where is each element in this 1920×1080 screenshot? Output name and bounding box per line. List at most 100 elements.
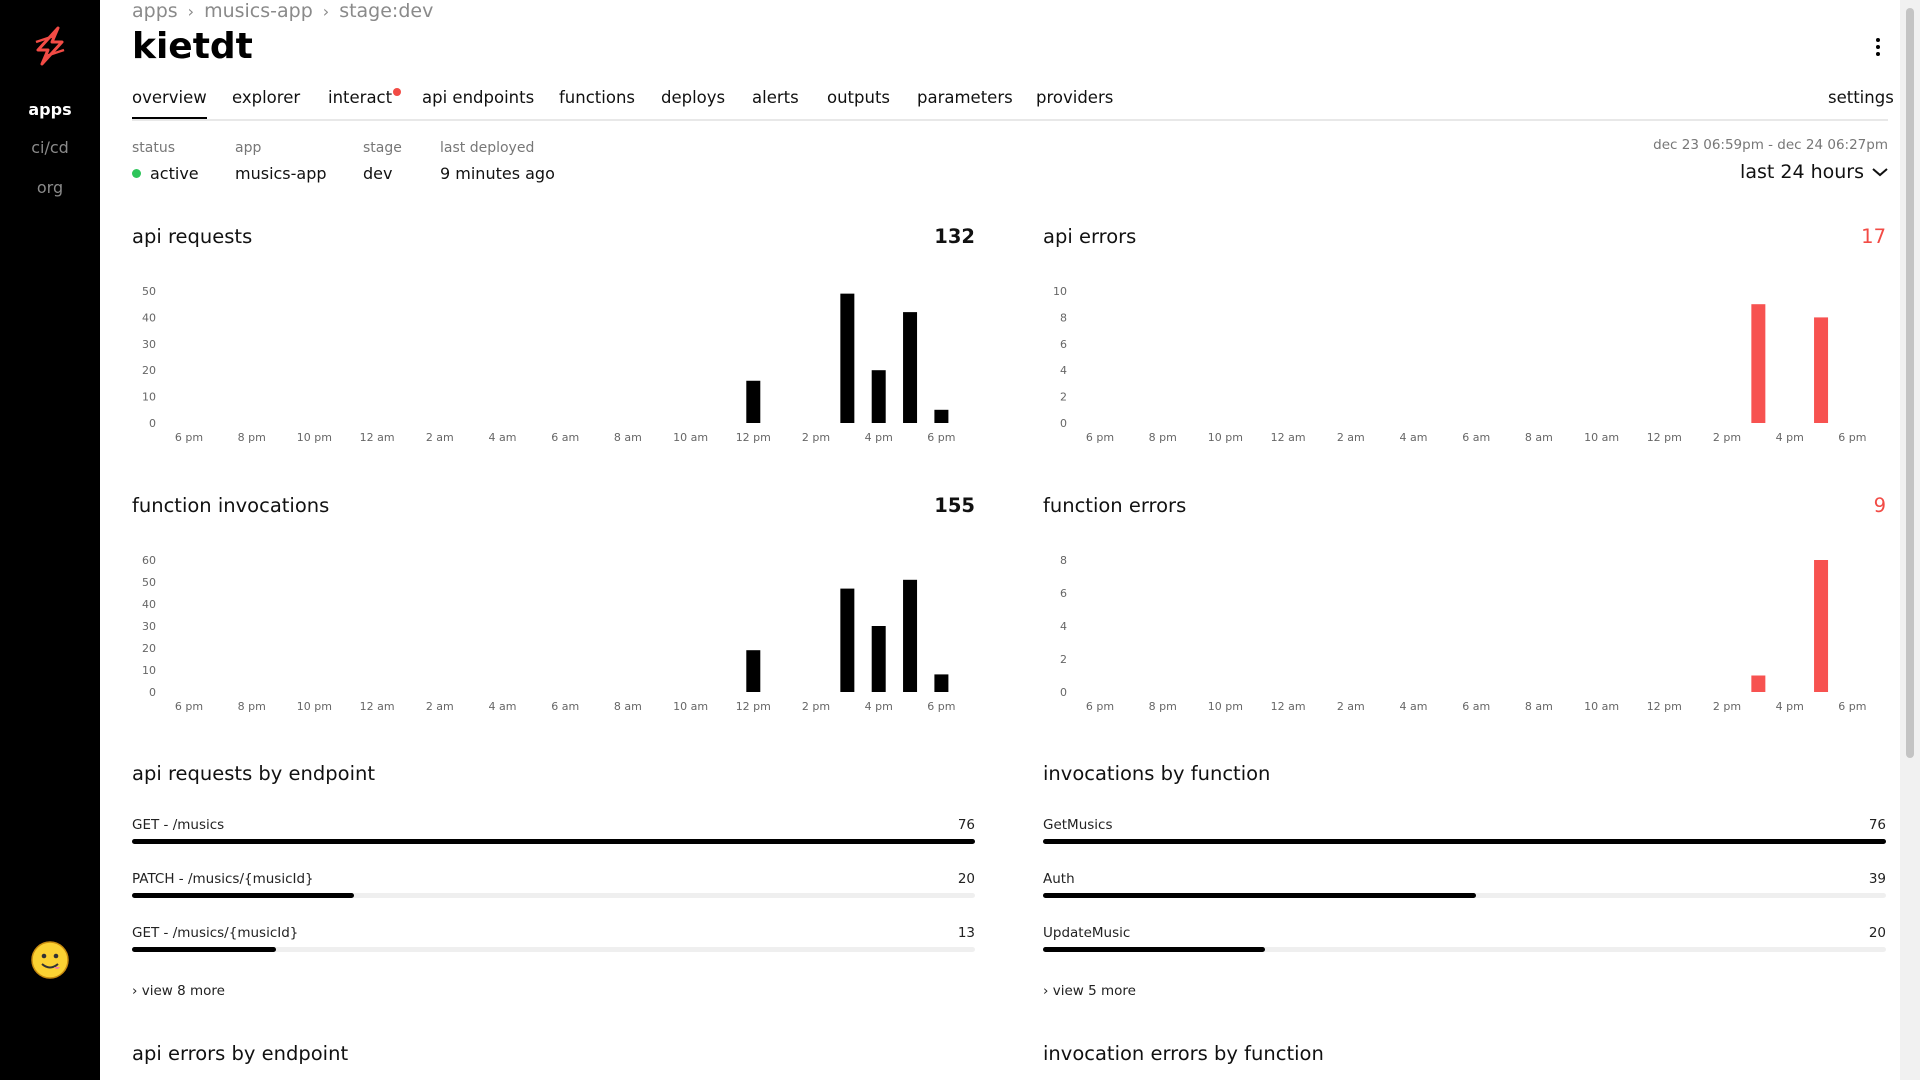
lightning-bolt-icon[interactable] — [28, 24, 72, 68]
x-tick-label: 8 am — [1525, 700, 1553, 713]
x-tick-label: 10 am — [1584, 431, 1619, 444]
chart-bar[interactable] — [1814, 560, 1829, 692]
list-item[interactable]: GET - /musics/{musicId} 13 — [132, 925, 975, 965]
chevron-down-icon — [1872, 168, 1888, 177]
api-errors-by-endpoint-title: api errors by endpoint — [132, 1042, 349, 1065]
list-item[interactable]: GetMusics 76 — [1043, 817, 1886, 857]
chart-bar[interactable] — [1751, 675, 1766, 693]
sidebar: apps ci/cd org — [0, 0, 100, 1080]
x-tick-label: 6 am — [551, 431, 579, 444]
chart-bar[interactable] — [871, 626, 886, 692]
x-tick-label: 4 pm — [865, 431, 893, 444]
tab-overview[interactable]: overview — [132, 88, 207, 120]
row-value: 76 — [957, 817, 975, 833]
y-tick-label: 10 — [1053, 285, 1067, 298]
tab-bar: overview explorer interact api endpoints… — [132, 88, 1894, 120]
row-bar-track — [1043, 947, 1886, 952]
x-tick-label: 6 am — [551, 700, 579, 713]
chart-bar[interactable] — [746, 380, 761, 423]
list-item[interactable]: PATCH - /musics/{musicId} 20 — [132, 871, 975, 911]
panel-total: 132 — [934, 225, 975, 248]
y-tick-label: 40 — [142, 311, 156, 324]
page-title: kietdt — [132, 26, 253, 67]
y-tick-label: 30 — [142, 338, 156, 351]
time-range-select[interactable]: last 24 hours — [1740, 161, 1888, 183]
x-tick-label: 6 pm — [1838, 700, 1866, 713]
x-tick-label: 8 am — [614, 431, 642, 444]
chart-bar[interactable] — [746, 650, 761, 692]
x-tick-label: 4 pm — [1776, 700, 1804, 713]
chart-bar[interactable] — [903, 312, 918, 423]
x-tick-label: 2 am — [426, 431, 454, 444]
function-errors-chart: 0 2 4 6 8 6 pm 8 pm 10 pm 12 am 2 am 4 am 6 am 8 am 1… — [1060, 554, 1867, 713]
panel-total: 9 — [1873, 494, 1886, 517]
row-label: GET - /musics/{musicId} — [132, 925, 299, 941]
row-value: 39 — [1868, 871, 1886, 887]
row-label: GET - /musics — [132, 817, 225, 833]
chart-bar[interactable] — [1751, 304, 1766, 423]
view-more-link[interactable]: › view 8 more — [132, 983, 225, 999]
x-tick-label: 4 pm — [865, 700, 893, 713]
row-bar-track — [1043, 893, 1886, 898]
scrollbar[interactable] — [1900, 0, 1920, 1080]
chart-bar[interactable] — [934, 409, 949, 423]
more-options-icon[interactable] — [1870, 38, 1886, 62]
tab-parameters[interactable]: parameters — [917, 88, 1013, 107]
list-item[interactable]: UpdateMusic 20 — [1043, 925, 1886, 965]
sidebar-item-apps[interactable]: apps — [28, 100, 72, 119]
y-tick-label: 50 — [142, 576, 156, 589]
chevron-right-icon: › — [187, 1, 195, 21]
x-tick-label: 6 pm — [1838, 431, 1866, 444]
tab-interact[interactable]: interact — [328, 88, 402, 120]
tab-deploys[interactable]: deploys — [661, 88, 726, 107]
breadcrumb: apps › musics-app › stage:dev — [132, 0, 433, 22]
view-more-link[interactable]: › view 5 more — [1043, 983, 1136, 999]
x-tick-label: 10 am — [673, 700, 708, 713]
x-tick-label: 8 pm — [238, 700, 266, 713]
y-tick-label: 6 — [1060, 587, 1067, 600]
row-bar-fill — [132, 839, 975, 844]
smiley-avatar-icon[interactable] — [30, 940, 70, 980]
chart-bar[interactable] — [934, 674, 949, 692]
x-tick-label: 10 am — [673, 431, 708, 444]
tab-functions[interactable]: functions — [559, 88, 635, 107]
x-tick-label: 4 am — [489, 431, 517, 444]
chart-bar[interactable] — [903, 579, 918, 692]
breadcrumb-stage[interactable]: stage:dev — [339, 0, 434, 22]
chart-bar[interactable] — [871, 370, 886, 423]
x-tick-label: 8 pm — [238, 431, 266, 444]
scrollbar-thumb[interactable] — [1906, 8, 1914, 758]
sidebar-item-cicd[interactable]: ci/cd — [31, 138, 69, 157]
row-label: GetMusics — [1043, 817, 1113, 833]
y-tick-label: 60 — [142, 554, 156, 567]
list-item[interactable]: Auth 39 — [1043, 871, 1886, 911]
y-tick-label: 4 — [1060, 364, 1067, 377]
x-tick-label: 12 pm — [1647, 431, 1682, 444]
tab-settings[interactable]: settings — [1828, 88, 1894, 107]
tab-providers[interactable]: providers — [1036, 88, 1114, 107]
x-tick-label: 2 pm — [802, 700, 830, 713]
chevron-right-icon: › — [322, 1, 330, 21]
x-tick-label: 6 pm — [1086, 431, 1114, 444]
chart-bar[interactable] — [840, 588, 855, 692]
tab-explorer[interactable]: explorer — [232, 88, 301, 107]
list-item[interactable]: GET - /musics 76 — [132, 817, 975, 857]
x-tick-label: 6 am — [1462, 431, 1490, 444]
row-bar-fill — [1043, 947, 1265, 952]
y-tick-label: 2 — [1060, 391, 1067, 404]
x-tick-label: 10 am — [1584, 700, 1619, 713]
status-dot — [132, 169, 141, 178]
chart-bar[interactable] — [840, 293, 855, 423]
tab-api-endpoints[interactable]: api endpoints — [422, 88, 535, 107]
x-tick-label: 10 pm — [1208, 431, 1243, 444]
tab-outputs[interactable]: outputs — [827, 88, 891, 107]
breadcrumb-app[interactable]: musics-app — [204, 0, 313, 22]
sidebar-item-org[interactable]: org — [36, 178, 64, 197]
breadcrumb-apps[interactable]: apps — [132, 0, 178, 22]
tab-alerts[interactable]: alerts — [752, 88, 799, 107]
list-title: invocations by function — [1043, 762, 1271, 785]
x-tick-label: 6 am — [1462, 700, 1490, 713]
chart-bar[interactable] — [1814, 317, 1829, 423]
x-tick-label: 2 am — [426, 700, 454, 713]
x-tick-label: 10 pm — [297, 431, 332, 444]
